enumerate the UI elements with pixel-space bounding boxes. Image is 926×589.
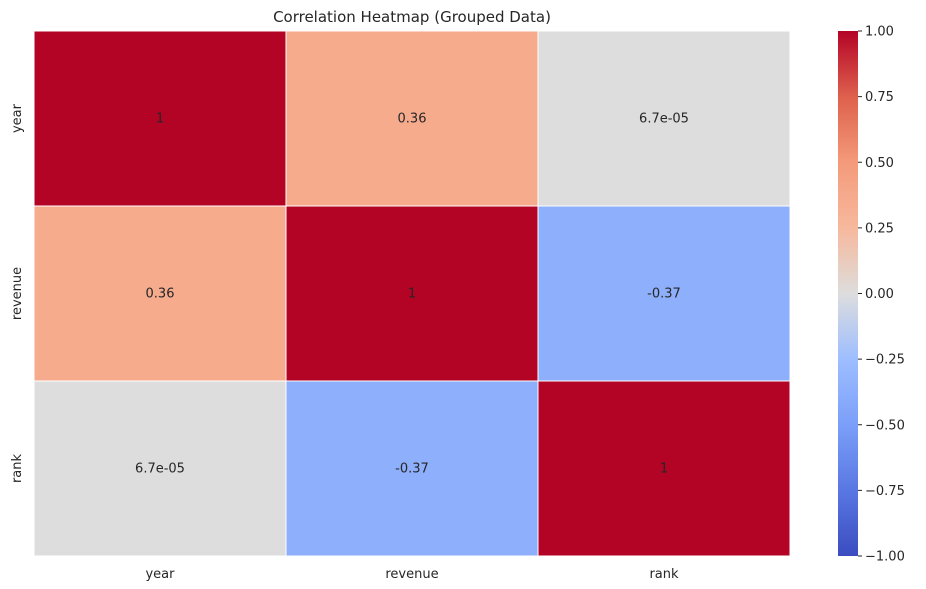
- y-tick-label: revenue: [10, 267, 25, 320]
- colorbar-tick-label: 0.00: [865, 287, 894, 302]
- cell-annotation: 0.36: [146, 287, 175, 302]
- heatmap-cell: [537, 380, 791, 557]
- colorbar-tick-label: −0.75: [865, 484, 905, 499]
- y-tick-labels: year revenue rank: [10, 103, 25, 483]
- chart-title: Correlation Heatmap (Grouped Data): [273, 8, 551, 26]
- colorbar-tick-label: −0.25: [865, 353, 905, 368]
- y-tick-label: year: [10, 103, 25, 133]
- x-tick-labels: year revenue rank: [145, 567, 679, 582]
- cell-annotation: 6.7e-05: [639, 112, 689, 127]
- y-tick-label: rank: [10, 453, 25, 483]
- colorbar-tick-label: −1.00: [865, 550, 905, 565]
- cell-annotation: 1: [660, 462, 668, 477]
- colorbar-tick-label: 0.50: [865, 156, 894, 171]
- x-tick-label: rank: [649, 567, 679, 582]
- cell-annotation: 6.7e-05: [135, 462, 185, 477]
- colorbar: [838, 31, 858, 556]
- x-tick-label: year: [145, 567, 175, 582]
- heatmap-cell: [33, 205, 287, 382]
- heatmap-cell: [285, 380, 539, 557]
- colorbar-ticks: 1.00 0.75 0.50 0.25 0.00 −0.25 −0.50 −0.75 −1.00: [858, 25, 905, 565]
- heatmap-annotations: 1 0.36 6.7e-05 0.36 1 -0.37 6.7e-05 -0.37 1: [135, 112, 689, 477]
- cell-annotation: 1: [156, 112, 164, 127]
- heatmap-cell: [33, 30, 287, 207]
- heatmap-cell: [33, 380, 287, 557]
- x-tick-label: revenue: [385, 567, 438, 582]
- heatmap-cell: [537, 30, 791, 207]
- heatmap-cells: [33, 30, 791, 557]
- colorbar-tick-label: 0.25: [865, 221, 894, 236]
- cell-annotation: -0.37: [395, 462, 429, 477]
- cell-annotation: -0.37: [647, 287, 681, 302]
- colorbar-tick-label: 0.75: [865, 90, 894, 105]
- cell-annotation: 0.36: [398, 112, 427, 127]
- colorbar-tick-label: 1.00: [865, 25, 894, 40]
- colorbar-tick-label: −0.50: [865, 418, 905, 433]
- heatmap-cell: [537, 205, 791, 382]
- cell-annotation: 1: [408, 287, 416, 302]
- heatmap-cell: [285, 205, 539, 382]
- heatmap-cell: [285, 30, 539, 207]
